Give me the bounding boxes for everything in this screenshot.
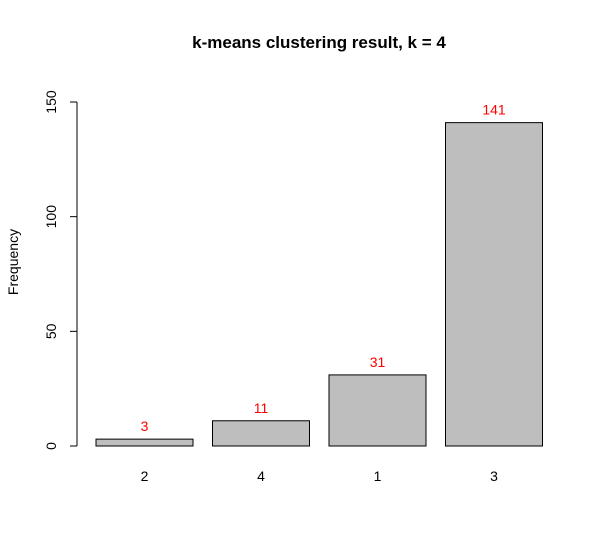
- bar-2: [95, 438, 194, 447]
- x-tick-labels-group: 2 4 1 3: [141, 468, 499, 484]
- y-axis-label: Frequency: [5, 229, 21, 295]
- x-tick-label: 1: [374, 468, 382, 484]
- chart-title: k-means clustering result, k = 4: [192, 33, 446, 52]
- y-axis: 0 50 100 150: [43, 90, 78, 450]
- bar-1: [328, 374, 427, 447]
- x-tick-label: 4: [257, 468, 265, 484]
- data-label: 3: [141, 418, 149, 434]
- bars-group: [95, 122, 543, 447]
- bar-3: [445, 122, 543, 447]
- data-label: 141: [482, 102, 506, 118]
- y-tick-label: 100: [43, 205, 59, 229]
- data-label: 31: [370, 354, 386, 370]
- bar-4: [212, 420, 310, 447]
- y-tick-label: 150: [43, 90, 59, 114]
- y-tick-label: 0: [43, 442, 59, 450]
- data-labels-group: 3 11 31 141: [141, 102, 506, 434]
- y-tick-label: 50: [43, 323, 59, 339]
- x-tick-label: 2: [141, 468, 149, 484]
- data-label: 11: [254, 400, 269, 416]
- x-tick-label: 3: [490, 468, 498, 484]
